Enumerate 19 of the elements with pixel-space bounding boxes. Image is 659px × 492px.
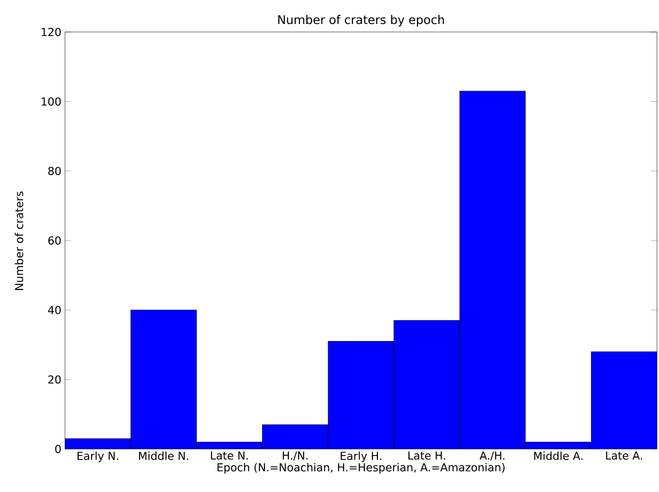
y-tick-label: 0 (55, 444, 61, 454)
y-tick-label: 60 (48, 236, 61, 245)
y-tick-label: 80 (48, 166, 61, 176)
x-axis-title: Epoch (N.=Noachian, H.=Hesperian, A.=Amazonian) (218, 462, 505, 474)
x-tick-label: Late A. (606, 452, 642, 460)
x-tick-label: Late H. (408, 452, 446, 460)
y-axis-title: Number of craters (14, 192, 24, 290)
x-tick-label: Late N. (211, 452, 248, 460)
y-tick-label: 40 (48, 306, 61, 314)
x-tick-label: A./H. (480, 452, 504, 461)
x-tick-label: Early H. (340, 452, 382, 462)
y-tick-label: 120 (42, 28, 61, 36)
chart-title: Number of craters by epoch (278, 14, 444, 26)
y-tick-label: 100 (42, 97, 61, 106)
x-tick-label: Middle N. (139, 452, 188, 460)
x-tick-label: Early N. (78, 452, 118, 462)
y-tick-label: 20 (48, 375, 61, 384)
x-tick-label: H./N. (282, 452, 308, 461)
x-tick-label: Middle A. (534, 452, 582, 460)
